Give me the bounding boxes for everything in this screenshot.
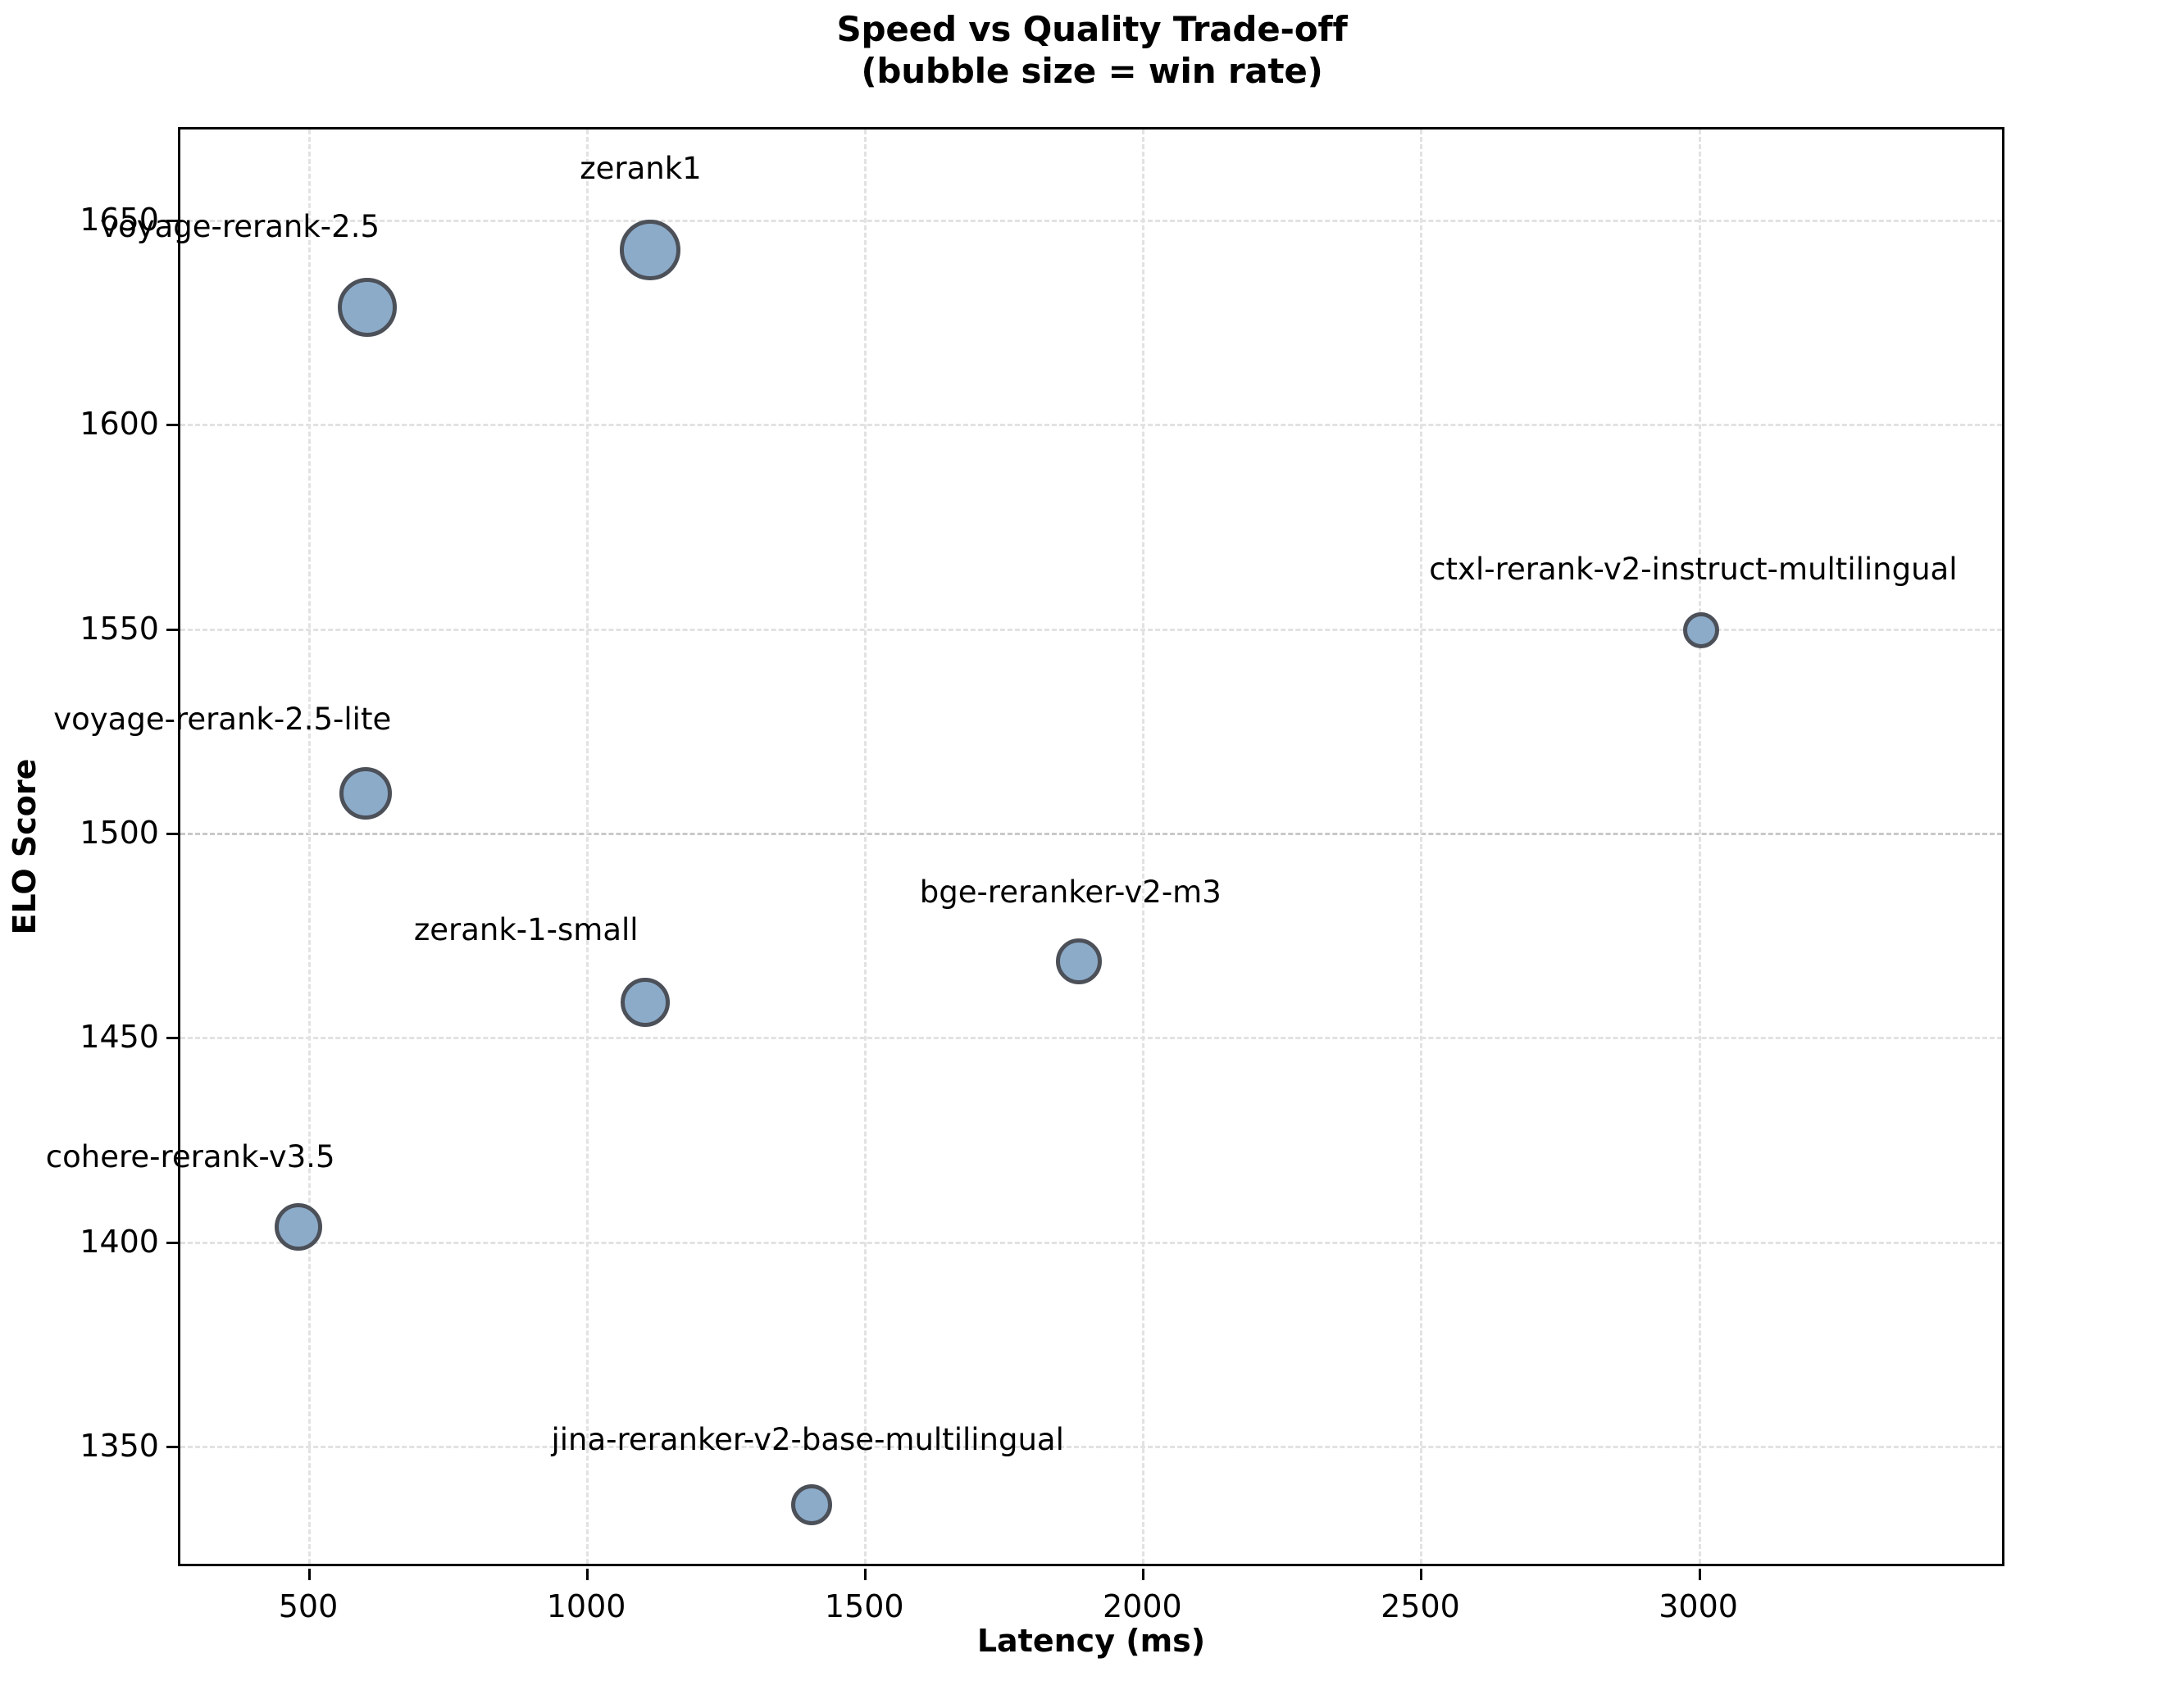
gridline-vertical — [586, 129, 589, 1564]
y-tick-label: 1550 — [80, 610, 159, 647]
y-tick-mark — [166, 1241, 178, 1244]
gridline-vertical — [307, 129, 311, 1564]
gridline-horizontal — [180, 628, 2002, 631]
x-tick-mark — [1698, 1569, 1701, 1580]
gridline-vertical — [1420, 129, 1423, 1564]
x-tick-mark — [1420, 1569, 1423, 1580]
gridline-vertical — [1698, 129, 1701, 1564]
x-tick-mark — [307, 1569, 311, 1580]
gridline-horizontal — [180, 833, 2002, 836]
x-tick-label: 2500 — [1381, 1588, 1460, 1624]
gridline-horizontal — [180, 219, 2002, 222]
x-tick-mark — [586, 1569, 589, 1580]
gridline-horizontal — [180, 1037, 2002, 1040]
x-axis-label: Latency (ms) — [976, 1623, 1206, 1659]
gridline-vertical — [864, 129, 867, 1564]
plot-area: 1350 1400 1450 1500 1550 1600 1650 500 1000 1500 2… — [80, 127, 2004, 1624]
y-tick-label: 1500 — [80, 815, 159, 852]
x-tick-mark — [1142, 1569, 1145, 1580]
y-tick-label: 1400 — [80, 1223, 159, 1260]
y-tick-label: 1650 — [80, 201, 159, 238]
y-tick-mark — [166, 1037, 178, 1040]
y-tick-mark — [166, 424, 178, 427]
x-tick-mark — [864, 1569, 867, 1580]
y-tick-label: 1450 — [80, 1019, 159, 1056]
y-tick-label: 1600 — [80, 406, 159, 443]
y-tick-label: 1350 — [80, 1428, 159, 1465]
y-tick-mark — [166, 628, 178, 631]
gridline-horizontal — [180, 1241, 2002, 1244]
y-tick-mark — [166, 1446, 178, 1449]
y-tick-mark — [166, 219, 178, 222]
y-axis-label: ELO Score — [7, 758, 43, 935]
gridline-vertical — [1142, 129, 1145, 1564]
x-tick-label: 1500 — [824, 1588, 904, 1624]
gridline-horizontal — [180, 1446, 2002, 1449]
x-tick-label: 3000 — [1658, 1588, 1738, 1624]
y-tick-mark — [166, 833, 178, 836]
x-tick-label: 500 — [278, 1588, 339, 1624]
x-tick-label: 1000 — [546, 1588, 626, 1624]
chart-title: Speed vs Quality Trade-off (bubble size … — [836, 9, 1348, 92]
gridline-horizontal — [180, 424, 2002, 427]
x-tick-label: 2000 — [1102, 1588, 1182, 1624]
